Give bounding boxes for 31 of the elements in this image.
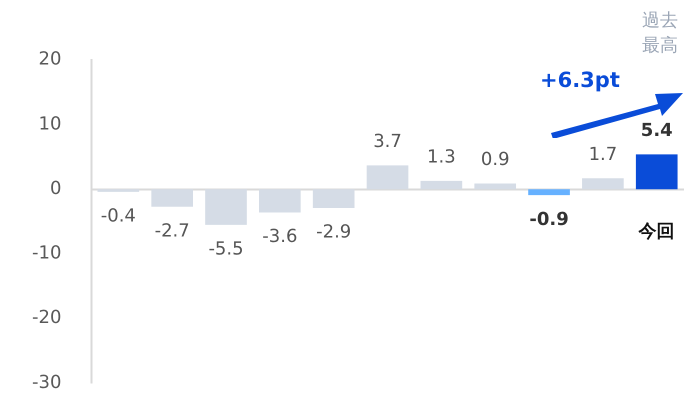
data-label: 1.3 (427, 146, 456, 168)
x-tick-label: 今回 (638, 220, 675, 242)
bar (582, 178, 624, 190)
data-label: 3.7 (373, 131, 402, 152)
text: 過去最高 (640, 9, 679, 58)
y-tick-label: -10 (32, 242, 62, 264)
data-label: -2.7 (154, 220, 190, 242)
data-label: -2.9 (316, 222, 352, 243)
bar (205, 189, 247, 225)
bar (636, 154, 678, 190)
data-label: 0.9 (480, 149, 510, 170)
y-tick-label: 0 (50, 178, 62, 199)
data-label: 1.7 (588, 144, 618, 165)
bar (259, 189, 301, 213)
bar (366, 165, 408, 190)
bar (528, 189, 570, 196)
bar (97, 189, 140, 192)
y-tick-label: -20 (32, 307, 62, 328)
y-tick-label: 10 (38, 113, 62, 134)
data-label: -0.9 (529, 208, 569, 230)
y-tick-label: -30 (32, 372, 62, 393)
data-label: 5.4 (640, 120, 673, 142)
bar (420, 180, 462, 190)
data-label: -5.5 (208, 238, 244, 260)
bar (474, 183, 516, 190)
y-tick-label: 20 (38, 48, 62, 70)
annotation: +6.3pt (540, 68, 620, 92)
bar (151, 189, 193, 207)
data-label: -3.6 (262, 226, 298, 248)
bar (312, 189, 355, 208)
data-label: -0.4 (100, 206, 136, 227)
